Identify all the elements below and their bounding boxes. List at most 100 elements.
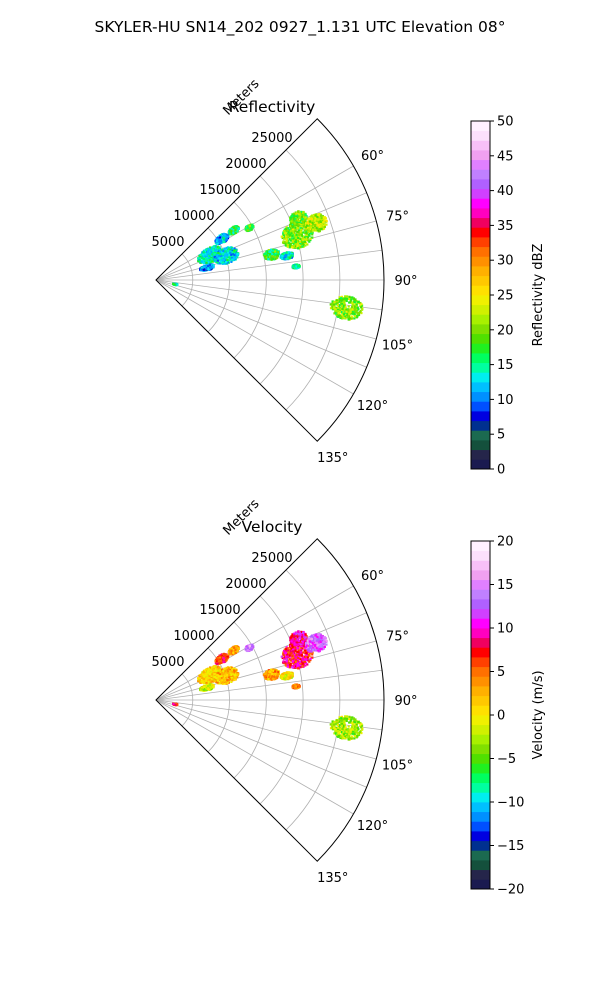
echo-gate — [289, 659, 292, 662]
echo-gate — [357, 307, 360, 311]
echo-gate — [213, 251, 217, 254]
echo-gate — [345, 312, 348, 315]
echo-gate — [303, 639, 307, 642]
echo-gate — [282, 234, 286, 237]
echo-gate — [334, 311, 337, 314]
echo-gate — [269, 670, 272, 674]
echo-cell — [227, 225, 240, 236]
echo-gate — [359, 309, 362, 313]
echo-gate — [285, 238, 288, 241]
echo-gate — [295, 664, 298, 667]
echo-gate — [323, 225, 326, 228]
echo-gate — [335, 299, 338, 302]
echo-cell — [289, 630, 308, 647]
echo-gate — [294, 266, 297, 270]
echo-gate — [323, 218, 326, 222]
echo-gate — [315, 226, 318, 229]
echo-gate — [298, 216, 301, 219]
echo-gate — [294, 235, 297, 238]
echo-gate — [175, 283, 178, 286]
echo-gate — [306, 656, 309, 659]
echo-gate — [305, 651, 308, 655]
echo-gate — [301, 211, 305, 215]
echo-gate — [319, 217, 322, 220]
echo-gate — [307, 659, 310, 662]
colorbar-segment — [471, 372, 490, 383]
echo-gate — [206, 676, 209, 679]
echo-gate — [248, 224, 251, 227]
echo-gate — [264, 675, 267, 678]
echo-gate — [264, 255, 267, 258]
echo-gate — [308, 234, 311, 237]
echo-gate — [292, 216, 295, 220]
echo-gate — [219, 250, 222, 253]
echo-gate — [202, 261, 205, 264]
echo-gate — [344, 306, 347, 309]
colorbar-tick-label: 40 — [497, 184, 514, 199]
echo-gate — [228, 250, 232, 253]
echo-gate — [308, 220, 311, 223]
echo-gate — [299, 647, 302, 650]
echo-gate — [331, 300, 334, 303]
echo-gate — [203, 250, 207, 253]
echo-gate — [267, 256, 270, 259]
echo-gate — [294, 236, 298, 240]
echo-gate — [289, 636, 292, 639]
echo-gate — [354, 303, 357, 306]
echo-gate — [273, 254, 276, 257]
echo-gate — [272, 673, 275, 676]
echo-gate — [231, 258, 234, 261]
colorbar-segment — [471, 440, 490, 451]
echo-gate — [322, 636, 325, 639]
echo-gate — [312, 217, 315, 220]
echo-gate — [283, 252, 286, 255]
echo-gate — [348, 297, 351, 301]
echo-gate — [322, 640, 325, 644]
echo-gate — [319, 222, 322, 226]
echo-gate — [314, 639, 317, 642]
echo-gate — [317, 641, 321, 644]
echo-gate — [285, 646, 288, 649]
angle-tick-label: 120° — [357, 399, 388, 414]
echo-gate — [225, 254, 228, 257]
echo-gate — [211, 247, 214, 250]
echo-gate — [291, 224, 294, 227]
colorbar-segment — [471, 266, 490, 277]
echo-gate — [301, 641, 304, 644]
echo-gate — [339, 316, 342, 320]
echo-gate — [231, 249, 234, 252]
echo-gate — [300, 651, 303, 654]
echo-gate — [230, 260, 233, 263]
echo-gate — [322, 220, 325, 224]
echo-gate — [269, 253, 272, 256]
echo-gate — [286, 665, 289, 668]
echo-gate — [281, 656, 284, 660]
echo-gate — [351, 306, 354, 309]
echo-gate — [341, 304, 345, 307]
echo-gate — [303, 644, 306, 648]
echo-gate — [318, 645, 321, 649]
echo-gate — [294, 215, 297, 218]
echo-gate — [289, 221, 292, 225]
echo-gate — [299, 246, 302, 249]
echo-gate — [227, 258, 231, 261]
echo-gate — [207, 260, 210, 263]
echo-gate — [303, 237, 306, 240]
echo-gate — [293, 632, 296, 635]
echo-gate — [224, 238, 227, 241]
echo-gate — [203, 670, 207, 673]
echo-gate — [198, 680, 201, 683]
echo-gate — [267, 676, 270, 679]
echo-cell — [227, 645, 240, 656]
echo-gate — [298, 641, 301, 644]
echo-gate — [234, 253, 237, 257]
echo-gate — [202, 677, 206, 681]
echo-gate — [264, 252, 267, 256]
echo-gate — [216, 667, 219, 670]
echo-gate — [308, 660, 311, 663]
echo-gate — [234, 256, 237, 259]
echo-gate — [298, 211, 301, 214]
echo-gate — [310, 642, 313, 646]
colorbar-tick-label: 30 — [497, 254, 514, 269]
echo-gate — [200, 260, 203, 263]
